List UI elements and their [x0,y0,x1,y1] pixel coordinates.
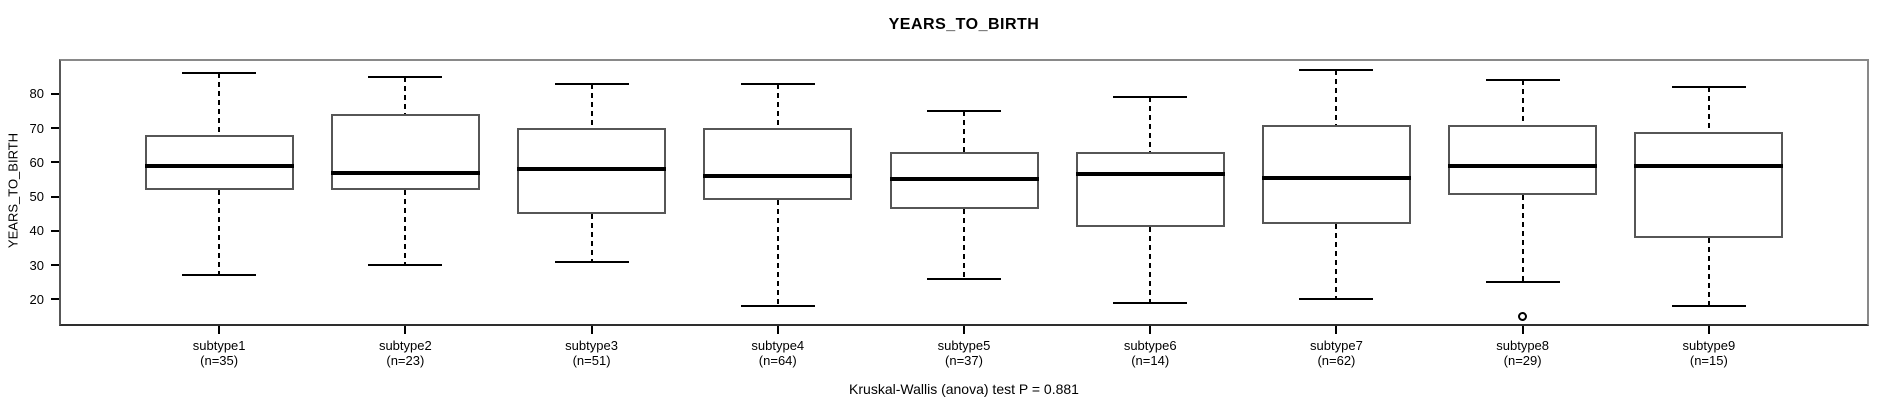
median-line [703,174,853,179]
lower-whisker-cap [368,264,443,267]
x-axis-tick [218,326,221,334]
chart-title: YEARS_TO_BIRTH [888,16,1040,33]
median-line [517,167,667,172]
x-axis-tick [1521,326,1524,334]
median-line [1075,172,1225,177]
upper-whisker-stem [1335,69,1338,125]
y-axis-tick [51,298,59,301]
y-axis-tick [51,92,59,95]
lower-whisker-stem [1335,223,1338,300]
upper-whisker-stem [963,111,965,153]
y-axis-tick-label: 80 [29,86,44,102]
y-axis-tick [51,195,59,198]
y-axis-tick [51,161,59,164]
lower-whisker-cap [1299,298,1374,301]
lower-whisker-cap [1485,281,1560,284]
x-category-label: subtype8 (n=29) [1496,338,1550,368]
y-axis-tick-label: 60 [29,154,44,170]
upper-whisker-cap [1671,86,1746,89]
upper-whisker-stem [776,83,779,129]
upper-whisker-cap [1113,96,1188,99]
lower-whisker-stem [963,208,965,279]
y-axis-tick-label: 50 [29,189,44,205]
upper-whisker-stem [590,83,593,129]
lower-whisker-cap [1113,301,1188,304]
x-category-label: subtype2 (n=23) [378,338,432,368]
x-category-label: subtype7 (n=62) [1310,338,1363,368]
y-axis-tick [51,127,59,130]
median-line [144,163,294,168]
y-axis-tick-label: 70 [29,120,44,136]
iqr-box [1261,124,1411,224]
y-axis-tick-label: 40 [29,223,44,239]
x-category-label: subtype9 (n=15) [1682,338,1736,368]
x-axis-tick [404,326,407,334]
x-axis-tick [963,326,965,334]
iqr-box [330,114,480,190]
median-line [889,177,1039,182]
upper-whisker-stem [404,76,407,115]
x-axis-tick [776,326,779,334]
y-axis-tick-label: 20 [29,291,44,307]
lower-whisker-stem [776,200,779,307]
lower-whisker-cap [1671,305,1746,308]
lower-whisker-stem [1521,194,1524,283]
lower-whisker-stem [218,189,221,276]
x-axis-tick [590,326,593,334]
kruskal-wallis-annotation: Kruskal-Wallis (anova) test P = 0.881 [849,381,1079,397]
x-category-label: subtype5 (n=37) [937,338,991,368]
x-axis-tick [1707,326,1710,334]
lower-whisker-cap [740,305,815,308]
upper-whisker-cap [182,72,257,75]
upper-whisker-cap [927,110,1001,113]
x-category-label: subtype3 (n=51) [565,338,618,368]
y-axis-tick [51,229,59,232]
iqr-box [703,128,853,201]
upper-whisker-cap [1299,68,1374,71]
upper-whisker-stem [1707,87,1710,132]
lower-whisker-cap [554,260,629,263]
lower-whisker-cap [182,274,257,277]
x-axis-tick [1335,326,1338,334]
iqr-box [1634,131,1784,238]
lower-whisker-stem [590,213,593,262]
x-category-label: subtype6 (n=14) [1123,338,1177,368]
y-axis-tick-label: 30 [29,257,44,273]
median-line [330,170,480,175]
x-axis-tick [1149,326,1152,334]
upper-whisker-cap [1485,79,1560,82]
upper-whisker-stem [1149,97,1152,153]
upper-whisker-stem [1521,80,1524,125]
lower-whisker-stem [1707,237,1710,307]
x-category-label: subtype4 (n=64) [751,338,805,368]
upper-whisker-stem [218,73,221,135]
iqr-box [1448,124,1598,195]
outlier-point [1518,311,1528,321]
x-category-label: subtype1 (n=35) [192,338,246,368]
lower-whisker-cap [927,277,1001,280]
upper-whisker-cap [368,75,443,78]
upper-whisker-cap [554,82,629,85]
iqr-box [1075,152,1225,228]
median-line [1634,163,1784,168]
median-line [1448,163,1598,168]
upper-whisker-cap [740,82,815,85]
iqr-box [144,134,294,190]
y-axis-tick [51,264,59,267]
median-line [1261,175,1411,180]
lower-whisker-stem [1149,227,1152,303]
lower-whisker-stem [404,189,407,266]
